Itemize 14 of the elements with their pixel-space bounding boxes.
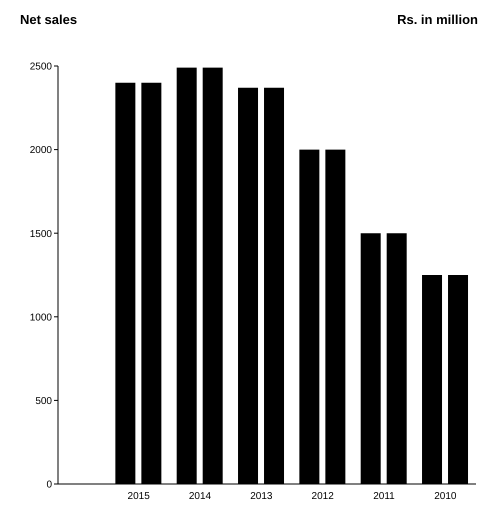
- text: Rs. in million: [397, 12, 478, 27]
- y-tick-label: 1000: [30, 312, 52, 324]
- x-tick-label: 2014: [188, 491, 212, 502]
- y-tick-label: 2500: [30, 62, 52, 73]
- x-tick-label: 2012: [312, 491, 334, 502]
- y-tick-label: 500: [35, 396, 52, 407]
- x-tick-label: 2011: [373, 491, 396, 502]
- x-tick-label: 2013: [250, 491, 273, 502]
- y-tick-label: 1500: [30, 228, 52, 240]
- chart-title: Net sales: [20, 12, 78, 27]
- y-tick-label: 0: [46, 480, 52, 491]
- x-tick-label: 2010: [434, 491, 457, 502]
- y-tick-label: 2000: [30, 145, 52, 156]
- x-tick-label: 2015: [128, 491, 150, 502]
